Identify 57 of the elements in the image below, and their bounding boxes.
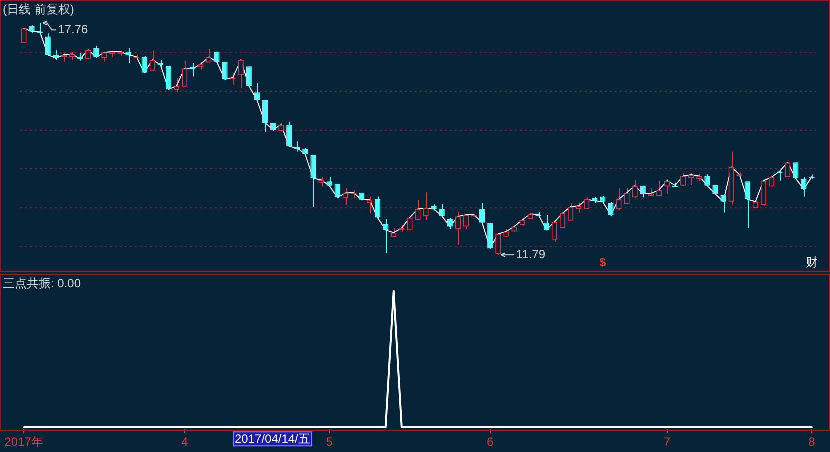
- candlestick: [214, 51, 220, 65]
- annotation: 财: [806, 255, 818, 270]
- x-tick-label: 2017年: [4, 435, 44, 450]
- candlestick: [801, 176, 807, 198]
- candlestick: [552, 220, 558, 242]
- x-tick-label: 7: [664, 435, 671, 450]
- candlestick: [439, 204, 445, 218]
- candlestick: [150, 50, 156, 72]
- candlestick: [415, 199, 421, 221]
- candlestick: [334, 183, 340, 198]
- x-tick-label: 6: [487, 435, 494, 450]
- candlestick: [744, 181, 750, 229]
- candlestick: [455, 212, 462, 246]
- candlestick: [720, 194, 726, 214]
- candlestick: [608, 202, 614, 217]
- candlestick: [680, 172, 686, 186]
- candlestick: [310, 154, 316, 208]
- candlestick: [142, 56, 148, 74]
- candlestick: [632, 180, 638, 198]
- candlestick: [206, 48, 212, 64]
- candlestick: [174, 78, 180, 94]
- annotation: 11.79: [516, 247, 546, 262]
- chart-title: 三点共振: 0.00: [3, 276, 82, 290]
- candlestick: [45, 33, 51, 57]
- x-tick-label: 5: [326, 435, 334, 450]
- candlestick: [262, 100, 268, 132]
- candlestick: [366, 196, 373, 214]
- annotation: 17.76: [58, 22, 88, 36]
- candlestick: [760, 180, 767, 207]
- candlestick: [463, 214, 470, 230]
- candlestick: [222, 61, 228, 81]
- candlestick: [342, 188, 348, 206]
- candlestick: [182, 60, 188, 88]
- candlestick: [624, 188, 630, 205]
- candlestick: [447, 218, 453, 230]
- candlestick: [286, 121, 292, 148]
- x-tick-label: 8: [808, 435, 816, 450]
- candlestick: [374, 196, 381, 219]
- text: 2017/04/14/五: [235, 432, 310, 446]
- annotation: $: [600, 255, 607, 270]
- candlestick: [53, 49, 59, 61]
- candlestick: [688, 172, 694, 186]
- candlestick: [423, 192, 429, 221]
- candlestick: [318, 176, 324, 188]
- candlestick: [560, 211, 566, 229]
- candlestick: [126, 48, 132, 64]
- candlestick: [568, 202, 574, 222]
- candlestick: [480, 202, 486, 224]
- chart-title: (日线 前复权): [3, 2, 74, 16]
- candlestick: [190, 63, 196, 78]
- candlestick: [656, 180, 662, 197]
- candlestick: [496, 234, 502, 256]
- candlestick: [544, 214, 550, 231]
- candlestick: [254, 82, 260, 101]
- candlestick: [616, 188, 622, 211]
- x-tick-label: 4: [181, 435, 188, 450]
- candlestick: [238, 60, 244, 89]
